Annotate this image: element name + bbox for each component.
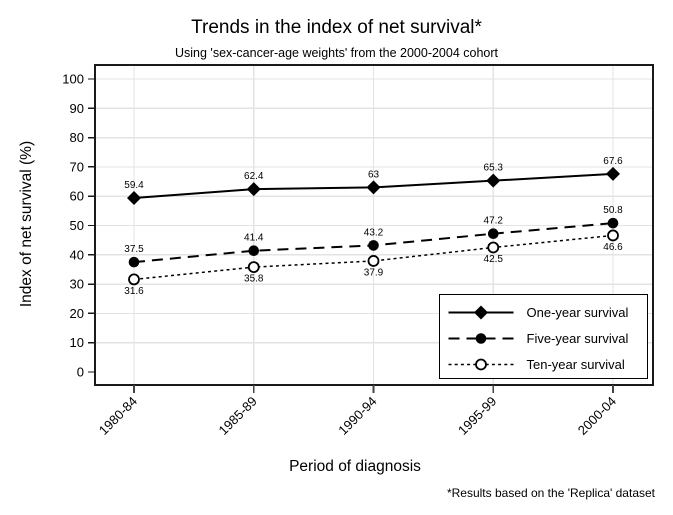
data-label: 65.3: [484, 163, 504, 174]
y-tick-label: 60: [70, 189, 84, 204]
x-axis-ticks: 1980-84 1985-89 1990-94 1995-99 2000-04: [96, 385, 619, 438]
data-label: 47.2: [484, 216, 504, 227]
y-tick-label: 80: [70, 130, 84, 145]
series-ten-year-survival: 31.6 35.8 37.9 42.5 46.6: [124, 229, 623, 297]
data-label: 46.6: [603, 242, 623, 253]
series-one-year-survival: 59.4 62.4 63 65.3 67.6: [124, 156, 623, 205]
legend-label: Ten-year survival: [527, 357, 625, 372]
y-tick-label: 40: [70, 247, 84, 262]
chart-title: Trends in the index of net survival*: [191, 17, 482, 38]
y-tick-label: 30: [70, 277, 84, 292]
chart-footnote: *Results based on the 'Replica' dataset: [446, 486, 655, 500]
y-tick-label: 10: [70, 335, 84, 350]
data-label: 43.2: [364, 227, 384, 238]
x-tick-label: 1995-99: [455, 394, 499, 438]
x-axis-title: Period of diagnosis: [289, 458, 421, 475]
data-label: 31.6: [124, 286, 144, 297]
data-label: 67.6: [603, 156, 623, 167]
data-label: 59.4: [124, 180, 144, 191]
series-five-year-survival: 37.5 41.4 43.2 47.2 50.8: [124, 205, 623, 268]
x-tick-label: 1980-84: [96, 394, 140, 438]
x-tick-label: 2000-04: [575, 394, 619, 438]
data-label: 37.9: [364, 267, 384, 278]
legend: One-year survival Five-year survival Ten-y…: [438, 293, 649, 380]
x-tick-label: 1985-89: [216, 394, 260, 438]
x-tick-label: 1990-94: [335, 394, 379, 438]
y-tick-label: 90: [70, 101, 84, 116]
y-axis-ticks: 0 10 20 30 40 50 60 70 80 90 100: [62, 72, 95, 380]
data-label: 63: [368, 169, 380, 180]
data-label: 62.4: [244, 171, 264, 182]
y-tick-label: 0: [77, 365, 84, 380]
y-tick-label: 100: [62, 72, 84, 87]
data-label: 50.8: [603, 205, 623, 216]
chart-subtitle: Using 'sex-cancer-age weights' from the …: [175, 46, 498, 60]
y-tick-label: 20: [70, 306, 84, 321]
data-label: 35.8: [244, 274, 264, 285]
y-tick-label: 70: [70, 159, 84, 174]
legend-label: Five-year survival: [527, 331, 629, 346]
y-tick-label: 50: [70, 218, 84, 233]
data-label: 42.5: [484, 254, 504, 265]
data-label: 41.4: [244, 233, 264, 244]
gridlines: [96, 66, 652, 384]
legend-label: One-year survival: [527, 305, 629, 320]
data-label: 37.5: [124, 244, 144, 255]
